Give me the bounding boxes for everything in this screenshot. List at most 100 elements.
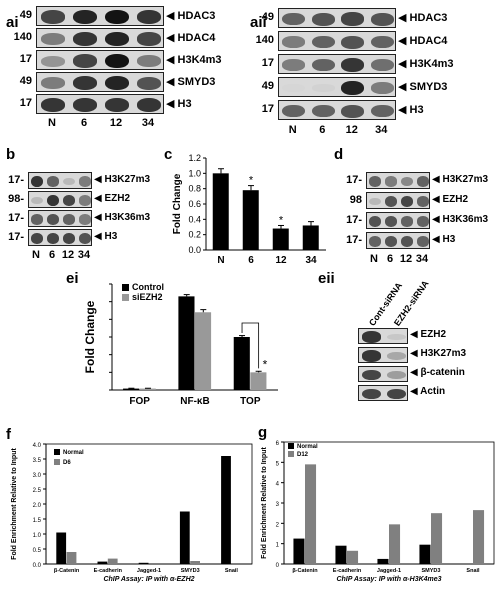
- blot-band: [104, 9, 130, 25]
- lane-label: 12: [399, 253, 413, 265]
- y-axis-label: Fold Change: [83, 300, 97, 373]
- y-tick-label: 0.6: [188, 199, 201, 209]
- y-tick-label: 0.4: [188, 214, 201, 224]
- category-label: TOP: [240, 396, 261, 407]
- mw-marker: 17-: [346, 173, 362, 186]
- panel-label-d: d: [334, 146, 344, 163]
- y-tick-label: 0: [276, 563, 280, 569]
- blot-band: [400, 176, 414, 187]
- blot-band: [62, 177, 76, 186]
- category-label: Jagged-1: [137, 568, 161, 574]
- blot-band: [136, 55, 162, 67]
- y-tick-label: 0.5: [33, 548, 42, 554]
- bar: [431, 513, 443, 564]
- blot-band: [282, 84, 306, 92]
- blot-band: [361, 388, 382, 400]
- blot-band: [282, 104, 306, 118]
- mw-marker: 17: [19, 97, 32, 109]
- category-label: Snail: [225, 568, 239, 574]
- y-tick-label: 0.8: [188, 184, 201, 194]
- panel-label-aii: aii: [250, 14, 267, 31]
- blot-band: [72, 76, 98, 90]
- blot-strip: [36, 72, 164, 92]
- mw-marker: 140: [13, 31, 32, 43]
- panel-label-eii: eii: [318, 270, 335, 287]
- blot-band: [386, 351, 407, 361]
- protein-label: ◀ H3: [94, 230, 118, 242]
- blot-band: [311, 84, 335, 92]
- y-tick-label: 2: [276, 522, 280, 528]
- bar: [250, 372, 267, 390]
- lane-label: 6: [48, 249, 56, 261]
- mw-marker: 17-: [8, 230, 24, 243]
- bar-chart-g: 0 1 2 3 4 5 6 Fold Enrichment Relative to Input…: [261, 441, 495, 583]
- blot-band: [400, 216, 414, 227]
- lane-label: 34: [141, 117, 155, 129]
- y-tick-label: 0.2: [188, 230, 201, 240]
- category-label: SMYD3: [181, 568, 200, 574]
- blot-band: [104, 31, 130, 47]
- y-tick-label: 1.0: [33, 533, 42, 539]
- y-axis-label: Fold Change: [172, 173, 183, 234]
- mw-marker: 17-: [346, 233, 362, 246]
- y-tick-label: 1.2: [188, 153, 201, 163]
- bar: [473, 510, 485, 564]
- blot-band: [368, 197, 382, 206]
- bar: [347, 550, 359, 564]
- protein-label: ◀ H3K36m3: [432, 213, 489, 225]
- y-tick-label: 3.5: [33, 458, 42, 464]
- y-tick-label: 1: [276, 543, 280, 549]
- protein-label: ◀ β-catenin: [410, 367, 465, 378]
- bar: [377, 558, 389, 564]
- protein-label: ◀ SMYD3: [166, 76, 216, 88]
- blot-band: [40, 77, 66, 89]
- blot-strip: [36, 6, 164, 26]
- blot-band: [62, 194, 76, 207]
- legend-label: siEZH2: [132, 292, 163, 302]
- lane-label: 34: [415, 253, 429, 265]
- blot-strip: [278, 54, 396, 74]
- panel-label-f: f: [6, 426, 11, 443]
- blot-strip: [36, 94, 164, 114]
- y-axis-label: Fold Enrichment Relative to Input: [261, 447, 268, 559]
- bar: [107, 558, 118, 564]
- significance-marker: *: [279, 214, 284, 226]
- legend-label: Normal: [297, 444, 318, 450]
- protein-label: ◀ H3K4m3: [398, 58, 454, 70]
- bar: [389, 524, 401, 564]
- blot-strip: [366, 192, 430, 209]
- panel-label-c: c: [164, 146, 173, 163]
- category-label: 34: [305, 255, 317, 266]
- category-label: E-cadherin: [333, 568, 362, 574]
- bar: [178, 296, 195, 390]
- blot-band: [78, 195, 91, 206]
- blot-strip: [358, 366, 408, 382]
- lane-label: 34: [375, 124, 388, 136]
- blot-band: [400, 195, 414, 208]
- significance-marker: *: [263, 357, 268, 371]
- significance-marker: *: [249, 175, 254, 187]
- bar: [190, 561, 200, 564]
- bar: [221, 456, 231, 564]
- bar: [179, 511, 190, 564]
- protein-label: ◀ H3K4m3: [166, 54, 222, 66]
- legend-swatch: [54, 459, 60, 465]
- blot-strip: [358, 385, 408, 401]
- blot-band: [400, 235, 414, 248]
- legend-label: Control: [132, 282, 164, 292]
- y-tick-label: 0.0: [188, 245, 201, 255]
- lane-label: N: [370, 253, 378, 265]
- blot-band: [341, 80, 365, 96]
- blot-band: [30, 196, 44, 205]
- protein-label: ◀ HDAC3: [398, 12, 448, 24]
- blot-band: [136, 76, 162, 90]
- legend-swatch: [122, 294, 129, 301]
- category-label: E-cadherin: [94, 568, 123, 574]
- bar: [123, 388, 140, 390]
- legend-swatch: [54, 449, 60, 455]
- blot-band: [136, 10, 162, 24]
- blot-band: [416, 176, 429, 187]
- mw-marker: 17: [261, 57, 274, 69]
- blot-strip: [278, 8, 396, 28]
- blot-band: [368, 236, 382, 247]
